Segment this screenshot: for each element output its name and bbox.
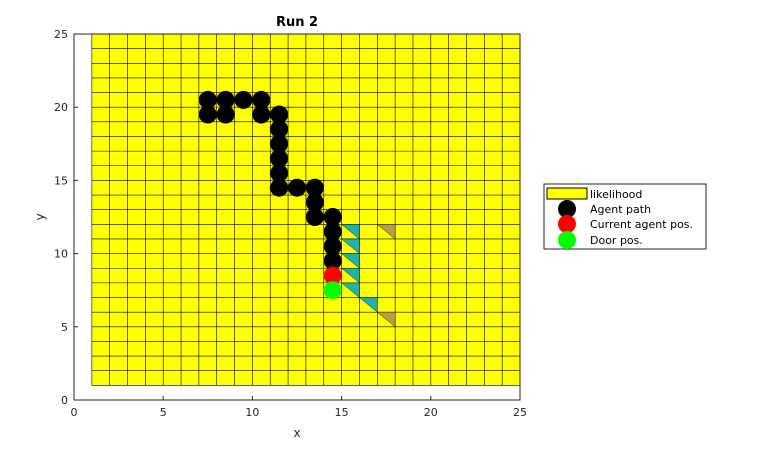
- x-tick-label: 25: [513, 406, 527, 419]
- legend-entry-current-agent: Current agent pos.: [558, 215, 693, 233]
- likelihood-cell: [376, 311, 396, 328]
- y-tick-label: 25: [54, 28, 68, 41]
- y-axis-label: y: [33, 213, 47, 220]
- legend-label-agent-path: Agent path: [590, 203, 651, 216]
- y-tick-label: 0: [61, 394, 68, 407]
- door-point: [323, 281, 342, 300]
- y-tick-label: 20: [54, 101, 68, 114]
- agent-path-point: [252, 105, 271, 124]
- agent-path-point: [270, 178, 289, 197]
- legend-marker-door: [558, 231, 576, 249]
- agent-path-point: [270, 105, 289, 124]
- agent-path-point: [234, 90, 253, 109]
- agent-path-point: [270, 149, 289, 168]
- agent-path-point: [305, 208, 324, 226]
- legend: likelihood Agent path Current agent pos.…: [543, 183, 707, 250]
- agent-points: [198, 90, 342, 300]
- agent-path-point: [270, 134, 289, 153]
- y-tick-label: 15: [54, 174, 68, 187]
- legend-marker-agent-path: [558, 200, 576, 218]
- agent-path-point: [198, 105, 217, 124]
- legend-swatch-likelihood: [546, 187, 588, 200]
- legend-label-current-agent: Current agent pos.: [590, 218, 693, 231]
- x-tick-label: 20: [424, 406, 438, 419]
- x-axis-ticks: 0 5 10 15 20 25: [71, 396, 527, 419]
- legend-label-door: Door pos.: [590, 234, 643, 247]
- current-agent-point: [323, 266, 342, 285]
- agent-path-point: [216, 90, 235, 109]
- agent-path-point: [252, 90, 271, 109]
- agent-path-point: [323, 208, 342, 226]
- likelihood-cell: [341, 224, 360, 240]
- likelihood-grid: [91, 33, 521, 386]
- likelihood-cells: [341, 224, 396, 328]
- chart-title: Run 2: [276, 15, 318, 30]
- x-tick-label: 5: [160, 406, 167, 419]
- agent-path-point: [288, 178, 306, 197]
- legend-entry-agent-path: Agent path: [558, 200, 651, 218]
- y-tick-label: 10: [54, 248, 68, 261]
- likelihood-cell: [341, 253, 360, 269]
- legend-marker-current-agent: [558, 215, 576, 233]
- legend-label-likelihood: likelihood: [590, 188, 642, 201]
- agent-path-point: [270, 164, 289, 183]
- likelihood-cell: [341, 268, 360, 284]
- x-tick-label: 10: [245, 406, 259, 419]
- x-tick-label: 15: [335, 406, 349, 419]
- likelihood-cell: [341, 282, 360, 298]
- legend-entry-likelihood: likelihood: [546, 187, 642, 201]
- agent-path-point: [323, 237, 342, 256]
- agent-path-point: [305, 178, 324, 197]
- legend-entry-door: Door pos.: [558, 231, 643, 249]
- agent-path-point: [198, 90, 217, 109]
- likelihood-cell: [358, 297, 378, 313]
- y-axis-ticks: 0 5 10 15 20 25: [54, 28, 78, 407]
- likelihood-cell: [376, 224, 396, 240]
- agent-path-point: [323, 251, 342, 270]
- likelihood-cell: [341, 238, 360, 255]
- x-axis-label: x: [293, 426, 300, 440]
- agent-path-point: [305, 193, 324, 212]
- agent-path-point: [216, 105, 235, 124]
- x-tick-label: 0: [71, 406, 78, 419]
- agent-path-point: [270, 120, 289, 139]
- y-tick-label: 5: [61, 321, 68, 334]
- axes-box: [73, 33, 521, 401]
- agent-path-point: [323, 222, 342, 241]
